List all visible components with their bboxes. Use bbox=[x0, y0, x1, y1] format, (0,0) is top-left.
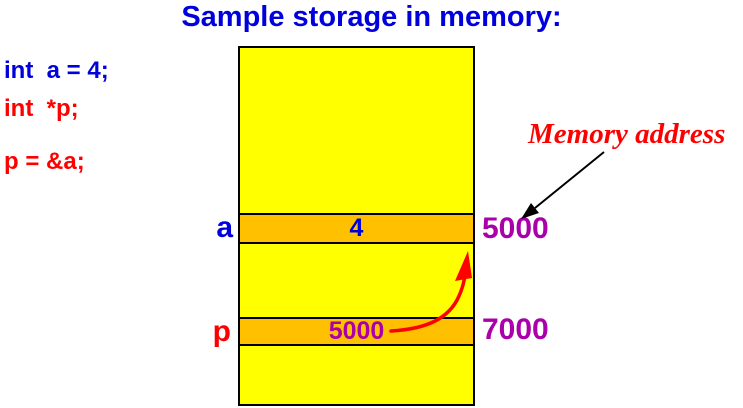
memory-block: 4 5000 bbox=[238, 46, 475, 406]
memory-cell-p: 5000 bbox=[240, 317, 473, 346]
memory-address-label: Memory address bbox=[528, 118, 726, 150]
code-line-assign: p = &a; bbox=[4, 148, 85, 175]
variable-label-p: p bbox=[212, 315, 231, 348]
code-line-int-a: int a = 4; bbox=[4, 57, 109, 84]
annotation-arrow-icon bbox=[521, 151, 605, 219]
page-title: Sample storage in memory: bbox=[181, 1, 562, 33]
address-value-p: 7000 bbox=[482, 313, 549, 346]
address-value-a: 5000 bbox=[482, 212, 549, 245]
variable-label-a: a bbox=[216, 211, 233, 244]
code-line-int-p: int *p; bbox=[4, 95, 79, 122]
memory-cell-a: 4 bbox=[240, 213, 473, 244]
